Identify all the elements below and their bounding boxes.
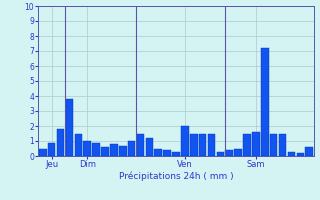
Bar (252, 132, 260, 156)
Bar (190, 134, 197, 156)
Bar (270, 134, 277, 156)
Bar (261, 48, 268, 156)
Bar (181, 126, 189, 156)
Bar (163, 150, 171, 156)
Bar (226, 150, 233, 156)
Bar (75, 134, 82, 156)
X-axis label: Précipitations 24h ( mm ): Précipitations 24h ( mm ) (119, 172, 233, 181)
Bar (279, 134, 286, 156)
Bar (172, 152, 180, 156)
Bar (48, 142, 55, 156)
Bar (101, 147, 109, 156)
Bar (199, 134, 206, 156)
Bar (57, 129, 64, 156)
Bar (305, 147, 313, 156)
Bar (234, 148, 242, 156)
Bar (128, 141, 135, 156)
Bar (66, 99, 73, 156)
Bar (110, 144, 118, 156)
Bar (217, 152, 224, 156)
Bar (39, 148, 47, 156)
Bar (297, 153, 304, 156)
Bar (137, 134, 144, 156)
Bar (288, 152, 295, 156)
Bar (208, 134, 215, 156)
Bar (92, 142, 100, 156)
Bar (243, 134, 251, 156)
Bar (146, 138, 153, 156)
Bar (155, 148, 162, 156)
Bar (84, 141, 91, 156)
Bar (119, 146, 126, 156)
